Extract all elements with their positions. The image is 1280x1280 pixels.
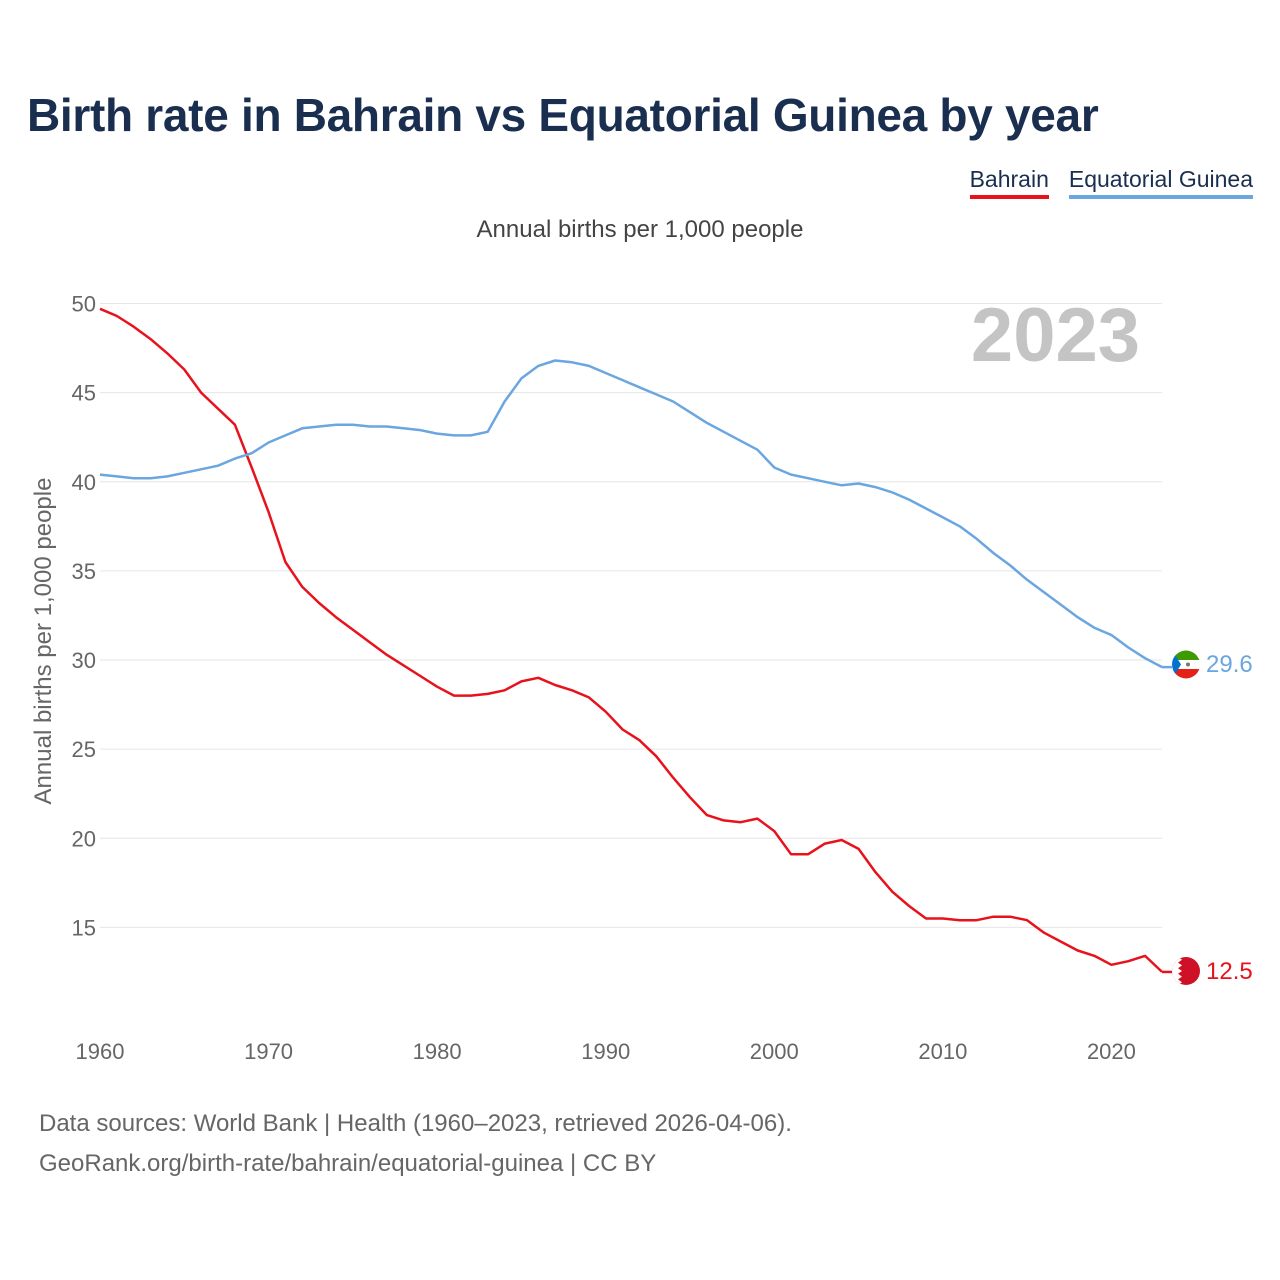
series-line-equatorial-guinea[interactable] (99, 359, 1163, 669)
legend: Bahrain Equatorial Guinea (969, 166, 1253, 199)
y-tick-label: 50 (72, 292, 96, 317)
y-axis-label: Annual births per 1,000 people (30, 478, 57, 805)
x-tick-label: 2010 (918, 1039, 967, 1064)
chart-title: Birth rate in Bahrain vs Equatorial Guin… (27, 89, 1099, 141)
y-tick-label: 40 (72, 470, 96, 495)
x-tick-label: 1990 (581, 1039, 630, 1064)
equatorial-guinea-flag-icon (1172, 650, 1200, 679)
legend-item-equatorial-guinea[interactable]: Equatorial Guinea (1068, 166, 1253, 199)
y-tick-label: 45 (72, 381, 96, 406)
end-value-label-bahrain: 12.5 (1206, 958, 1253, 985)
x-tick-label: 1960 (76, 1039, 125, 1064)
y-tick-label: 15 (72, 915, 96, 940)
footer-source: Data sources: World Bank | Health (1960–… (39, 1110, 792, 1137)
x-tick-label: 1980 (413, 1039, 462, 1064)
y-tick-label: 20 (72, 826, 96, 851)
chart-subtitle: Annual births per 1,000 people (476, 216, 804, 243)
x-tick-label: 1970 (244, 1039, 293, 1064)
series-line-bahrain[interactable] (99, 307, 1163, 973)
x-tick-label: 2020 (1087, 1039, 1136, 1064)
year-watermark: 2023 (971, 293, 1140, 378)
footer: Data sources: World Bank | Health (1960–… (39, 1104, 792, 1184)
x-tick-label: 2000 (750, 1039, 799, 1064)
end-value-label-equatorial-guinea: 29.6 (1206, 651, 1253, 678)
y-tick-label: 35 (72, 559, 96, 584)
footer-link[interactable]: GeoRank.org/birth-rate/bahrain/equatoria… (39, 1150, 657, 1177)
bahrain-flag-icon (1172, 957, 1200, 985)
legend-item-bahrain[interactable]: Bahrain (969, 166, 1049, 199)
y-tick-label: 25 (72, 737, 96, 762)
y-tick-label: 30 (72, 648, 96, 673)
